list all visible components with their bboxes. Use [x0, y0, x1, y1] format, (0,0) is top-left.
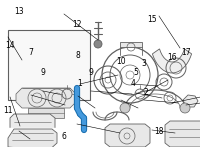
- Polygon shape: [165, 121, 200, 147]
- Text: 14: 14: [5, 41, 15, 50]
- Text: 18: 18: [154, 127, 164, 136]
- Circle shape: [120, 103, 130, 113]
- Text: 8: 8: [76, 51, 80, 60]
- Text: 5: 5: [134, 67, 138, 77]
- FancyBboxPatch shape: [8, 30, 90, 100]
- Text: 16: 16: [167, 53, 177, 62]
- Polygon shape: [120, 42, 142, 47]
- Text: 12: 12: [72, 20, 82, 29]
- Text: 10: 10: [116, 57, 126, 66]
- Text: 9: 9: [89, 67, 93, 77]
- Bar: [5, 128, 63, 147]
- Text: 13: 13: [14, 7, 24, 16]
- Text: 9: 9: [41, 67, 45, 77]
- Text: 11: 11: [3, 106, 13, 115]
- Polygon shape: [10, 143, 55, 147]
- Polygon shape: [105, 124, 150, 147]
- Text: 1: 1: [78, 79, 82, 88]
- Text: 7: 7: [29, 48, 33, 57]
- Text: 6: 6: [62, 132, 66, 141]
- Polygon shape: [10, 114, 55, 142]
- Polygon shape: [183, 95, 198, 107]
- Polygon shape: [10, 136, 55, 143]
- Circle shape: [94, 40, 102, 48]
- Circle shape: [180, 103, 190, 113]
- Polygon shape: [8, 129, 57, 147]
- Text: 2: 2: [144, 88, 148, 97]
- Polygon shape: [152, 49, 192, 73]
- Polygon shape: [28, 108, 64, 118]
- Text: 4: 4: [131, 79, 135, 88]
- Polygon shape: [16, 88, 76, 108]
- Text: 15: 15: [147, 15, 157, 24]
- Text: 17: 17: [181, 48, 191, 57]
- Text: 3: 3: [142, 59, 146, 69]
